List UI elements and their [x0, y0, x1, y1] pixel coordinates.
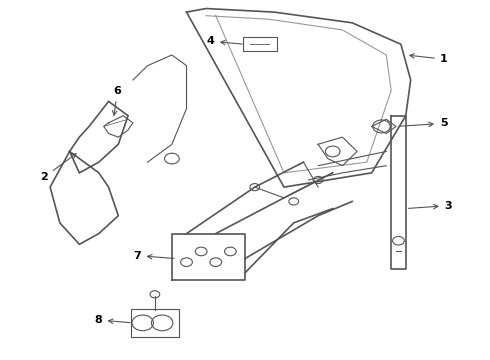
Text: 2: 2 [40, 154, 76, 182]
Text: 6: 6 [112, 86, 122, 115]
Text: 5: 5 [399, 118, 447, 129]
Text: 1: 1 [410, 54, 448, 64]
Text: 3: 3 [409, 201, 452, 211]
Text: 7: 7 [133, 251, 174, 261]
Text: 8: 8 [94, 315, 130, 325]
Text: 4: 4 [206, 36, 242, 46]
